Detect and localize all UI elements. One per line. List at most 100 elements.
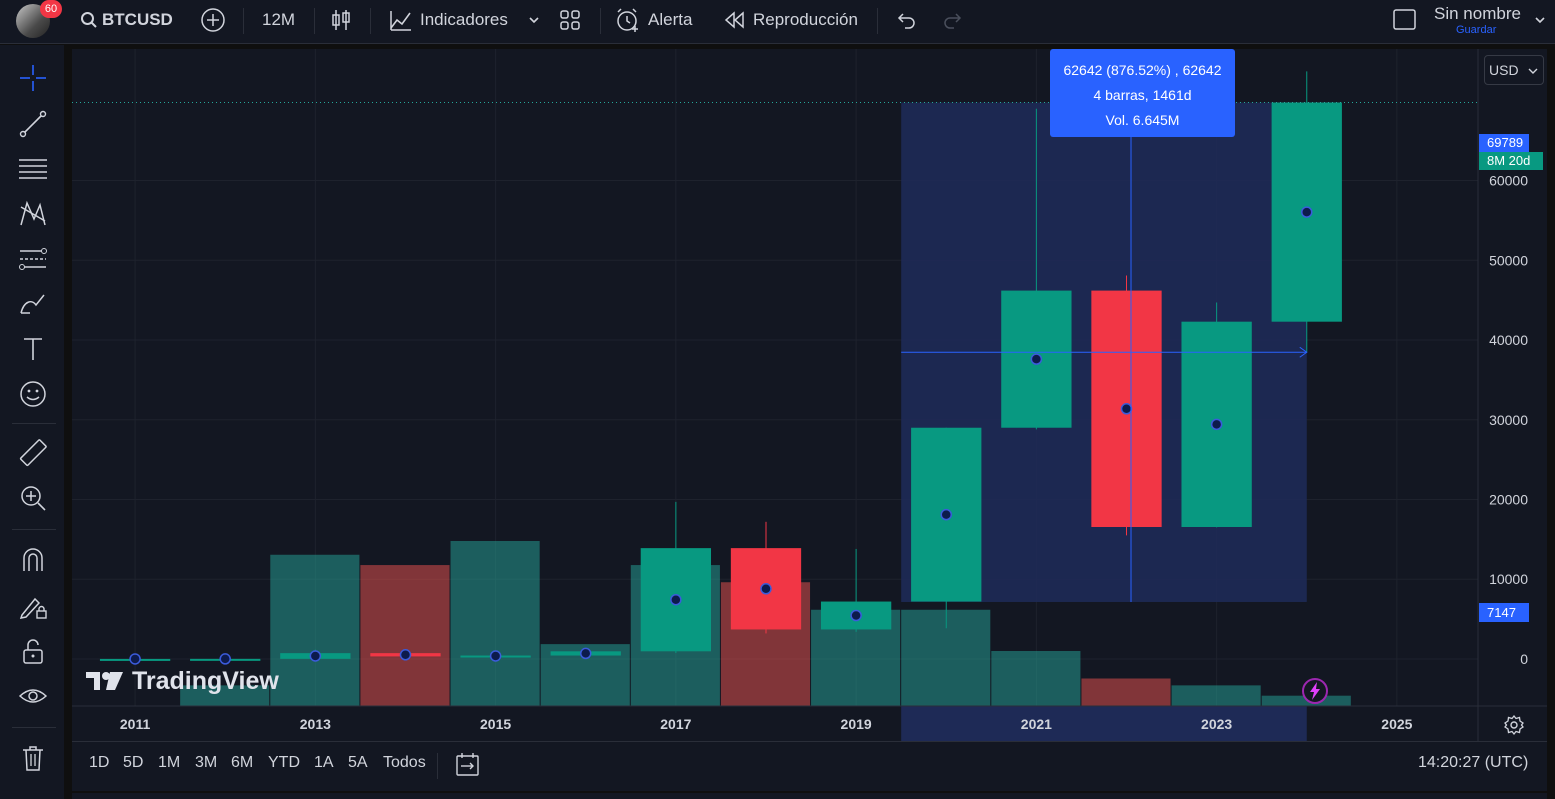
symbol-search-button[interactable]: BTCUSD [80,0,173,40]
redo-icon [944,13,962,29]
price-chart[interactable]: 60000 50000 40000 30000 20000 10000 0 2011 2013 2… [72,49,1547,741]
time-tick-label: 2011 [120,716,151,732]
add-circle-icon [201,8,225,32]
crosshair-icon [20,65,46,91]
measure-tooltip: 62642 (876.52%) , 62642 4 barras, 1461d … [1050,49,1235,137]
range-button-3m[interactable]: 3M [195,754,218,771]
magnet-icon [23,548,43,571]
tool-divider [12,727,56,728]
zoom-tool[interactable] [17,482,49,514]
lightning-icon [1302,678,1328,704]
trend-line-tool[interactable] [17,108,49,140]
goto-date-button[interactable] [455,752,483,780]
chart-type-button[interactable] [330,0,352,40]
lock-drawings-tool[interactable] [17,590,49,622]
bottom-divider [437,753,438,779]
range-button-5d[interactable]: 5D [123,754,144,771]
chart-settings-button[interactable] [1503,714,1525,736]
current-price-label: 69789 [1479,134,1529,152]
layout-checkbox[interactable] [1392,0,1418,40]
top-toolbar: 60 BTCUSD 12M Indicadores Alerta Reprodu… [0,0,1555,44]
range-button-1d[interactable]: 1D [89,754,110,771]
tradingview-watermark: TradingView [86,665,279,697]
interval-button[interactable]: 12M [262,10,296,29]
undo-button[interactable] [895,0,917,40]
volume-bar [991,651,1081,706]
indicators-button[interactable]: Indicadores [389,0,508,40]
compare-symbol-button[interactable] [200,0,226,40]
square-icon [1393,9,1416,30]
time-tick-label: 2019 [841,716,872,732]
indicators-dropdown[interactable] [527,0,541,40]
time-tick-label: 2013 [300,716,331,732]
candle-midpoint-marker [1210,418,1223,431]
icon-tool[interactable] [17,378,49,410]
indicators-label: Indicadores [420,10,508,29]
time-tick-label: 2023 [1201,716,1232,732]
price-tick-label: 50000 [1489,252,1528,268]
candle-midpoint-marker [579,647,592,660]
candles-icon [332,10,350,30]
volume-bar [450,541,540,706]
alert-label: Alerta [648,10,693,29]
layout-name[interactable]: Sin nombre [1434,4,1521,23]
toolbar-divider [370,8,371,34]
utc-clock[interactable]: 14:20:27 (UTC) [1418,754,1529,771]
candle-midpoint-marker [1030,353,1043,365]
crosshair-tool[interactable] [17,62,49,94]
gear-icon [1504,714,1524,736]
save-label[interactable]: Guardar [1456,24,1497,36]
lock-all-tool[interactable] [17,635,49,667]
candle-midpoint-marker [129,653,141,665]
forecast-tool[interactable] [17,243,49,275]
alert-button[interactable]: Alerta [615,0,692,40]
price-tick-label: 0 [1520,651,1528,667]
measure-change-label: 62642 (876.52%) , 62642 [1063,62,1222,78]
toolbar-divider [314,8,315,34]
range-button-1a[interactable]: 1A [314,754,334,771]
volume-bar [270,554,360,706]
range-button-5a[interactable]: 5A [348,754,368,771]
candle-midpoint-marker [219,653,231,665]
event-marker[interactable] [1301,677,1329,705]
range-button-6m[interactable]: 6M [231,754,254,771]
volume-bar [180,685,270,706]
layout-menu-button[interactable] [1533,0,1547,40]
time-tick-label: 2015 [480,716,511,732]
drawing-toolbar [0,45,68,799]
candle-midpoint-marker [399,649,412,661]
range-button-ytd[interactable]: YTD [268,754,300,771]
indicators-icon [390,11,411,31]
currency-selector[interactable]: USD [1484,55,1544,85]
pattern-tool[interactable] [17,198,49,230]
range-button-1m[interactable]: 1M [158,754,181,771]
measure-tool[interactable] [17,437,49,469]
brush-tool[interactable] [17,288,49,320]
time-tick-label: 2025 [1381,716,1412,732]
price-tick-label: 10000 [1489,571,1528,587]
redo-button[interactable] [942,0,964,40]
chevron-down-icon [1528,68,1538,74]
symbol-label: BTCUSD [102,10,173,29]
horizontal-lines-icon [19,159,47,179]
alarm-clock-icon [617,8,638,32]
price-tick-label: 20000 [1489,491,1528,507]
candle-midpoint-marker [489,650,502,662]
replay-button[interactable]: Reproducción [724,0,858,40]
bottom-toolbar: 1D 5D 1M 3M 6M YTD 1A 5A Todos 14:20:27 … [72,741,1547,791]
remove-drawings-tool[interactable] [17,742,49,774]
volume-bar [1261,695,1351,706]
chart-pane[interactable]: 60000 50000 40000 30000 20000 10000 0 2011 2013 2… [72,49,1547,741]
measure-volume-label: Vol. 6.645M [1105,112,1180,128]
text-tool[interactable] [17,333,49,365]
hide-drawings-tool[interactable] [17,680,49,712]
smiley-icon [20,381,46,407]
pencil-lock-icon [19,597,47,619]
calendar-arrow-icon [456,753,479,776]
fib-tool[interactable] [17,153,49,185]
range-button-all[interactable]: Todos [383,754,426,771]
templates-button[interactable] [559,0,581,40]
undo-icon [897,13,915,29]
magnet-tool[interactable] [17,544,49,576]
time-tick-label: 2021 [1021,716,1052,732]
